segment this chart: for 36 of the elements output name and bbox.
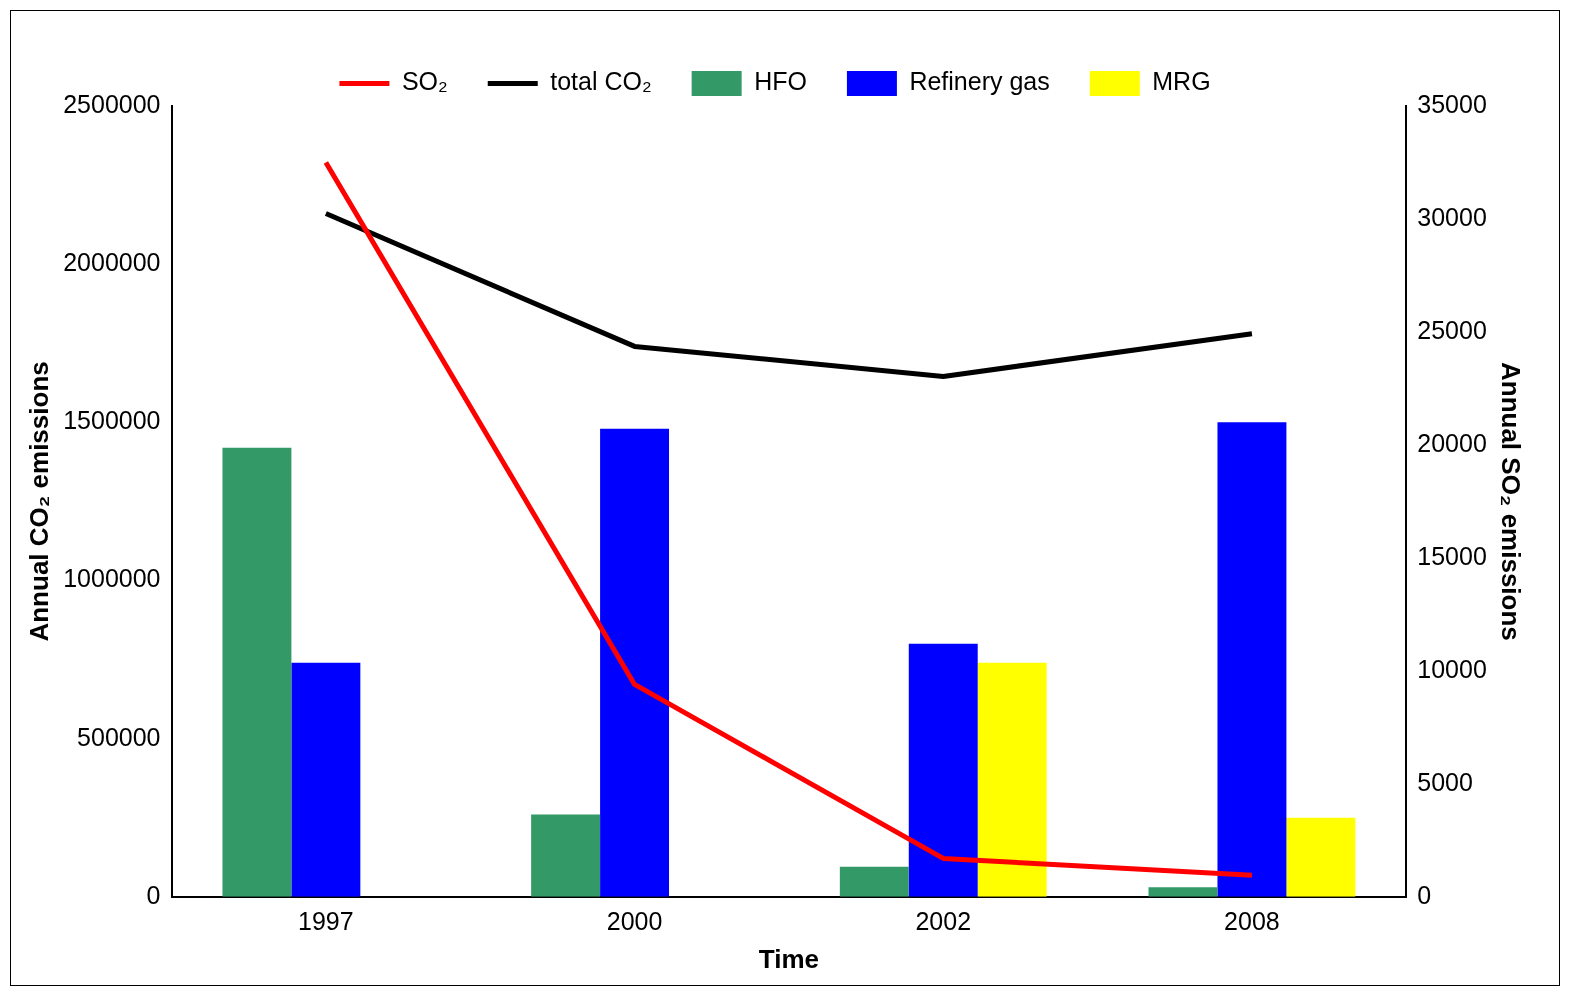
y2-tick-label: 25000 [1417, 315, 1487, 344]
y2-tick-label: 30000 [1417, 202, 1487, 231]
y2-tick-label: 35000 [1417, 89, 1487, 118]
bar [908, 643, 978, 897]
y2-tick-label: 5000 [1417, 767, 1473, 796]
bar [600, 428, 670, 897]
y-axis-title: Annual CO₂ emissions [23, 361, 54, 642]
x-tick-label: 2000 [606, 906, 663, 935]
bar [977, 662, 1047, 897]
y2-tick-label: 0 [1417, 880, 1432, 909]
y2-tick-label: 20000 [1417, 428, 1487, 457]
bar [222, 447, 292, 897]
y-tick-label: 500000 [77, 722, 161, 751]
legend-label: Refinery gas [909, 67, 1050, 96]
x-axis-title: Time [758, 943, 820, 974]
bar [1148, 887, 1218, 897]
bar [291, 662, 361, 897]
x-tick-label: 2008 [1224, 906, 1280, 935]
y-tick-label: 1500000 [63, 406, 161, 435]
y2-tick-label: 10000 [1417, 654, 1487, 683]
y2-axis-title: Annual SO₂ emissions [1496, 361, 1527, 641]
bar [1286, 817, 1356, 897]
bar [531, 814, 601, 897]
x-tick-label: 1997 [298, 906, 354, 935]
y-tick-label: 2000000 [63, 248, 161, 277]
y2-tick-label: 15000 [1417, 541, 1487, 570]
legend-label: HFO [754, 67, 807, 96]
y-tick-label: 2500000 [63, 89, 161, 118]
legend-label: MRG [1152, 67, 1211, 96]
legend-label: SO₂ [401, 67, 448, 96]
y-tick-label: 0 [146, 880, 161, 909]
y-tick-label: 1000000 [63, 564, 161, 593]
legend-label: total CO₂ [550, 67, 652, 96]
bar [839, 866, 909, 897]
bar [1217, 422, 1287, 897]
x-tick-label: 2002 [915, 906, 972, 935]
